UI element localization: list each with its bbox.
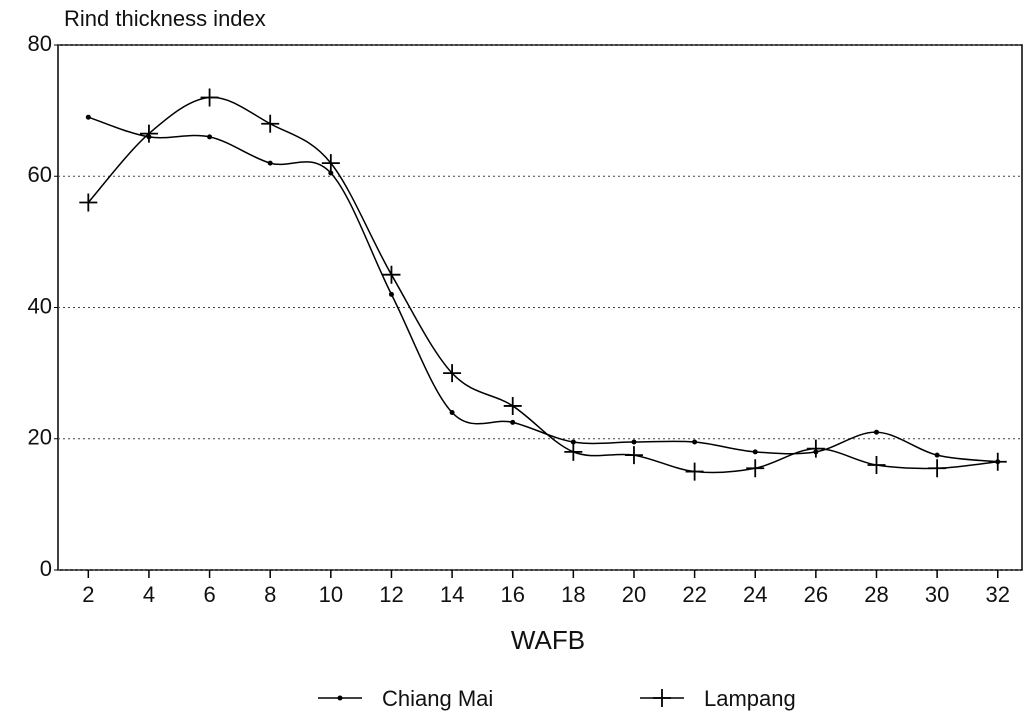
point-marker <box>874 430 879 435</box>
y-tick-label: 20 <box>28 425 52 450</box>
point-marker <box>261 115 279 133</box>
x-axis-title: WAFB <box>511 625 585 655</box>
point-marker <box>746 459 764 477</box>
point-marker <box>201 89 219 107</box>
legend-label: Lampang <box>704 686 796 711</box>
point-marker <box>867 456 885 474</box>
point-marker <box>631 440 636 445</box>
point-marker <box>207 134 212 139</box>
x-tick-label: 16 <box>500 582 524 607</box>
x-tick-label: 32 <box>986 582 1010 607</box>
x-tick-label: 8 <box>264 582 276 607</box>
x-tick-label: 30 <box>925 582 949 607</box>
legend-label: Chiang Mai <box>382 686 493 711</box>
y-axis-title: Rind thickness index <box>64 6 266 31</box>
point-marker <box>625 446 643 464</box>
point-marker <box>504 397 522 415</box>
page: Rind thickness index WAFB 02040608024681… <box>0 0 1029 717</box>
point-marker <box>989 453 1007 471</box>
x-tick-label: 14 <box>440 582 464 607</box>
x-tick-label: 2 <box>82 582 94 607</box>
x-tick-label: 20 <box>622 582 646 607</box>
point-marker <box>935 453 940 458</box>
x-tick-label: 10 <box>319 582 343 607</box>
y-tick-label: 60 <box>28 162 52 187</box>
point-marker <box>564 443 582 461</box>
y-tick-label: 80 <box>28 31 52 56</box>
x-tick-label: 18 <box>561 582 585 607</box>
x-tick-label: 28 <box>864 582 888 607</box>
point-marker <box>86 115 91 120</box>
point-marker <box>753 449 758 454</box>
x-tick-label: 22 <box>682 582 706 607</box>
series-line <box>88 117 997 462</box>
point-marker <box>510 420 515 425</box>
x-tick-label: 26 <box>804 582 828 607</box>
y-tick-label: 40 <box>28 293 52 318</box>
point-marker <box>807 440 825 458</box>
point-marker <box>928 459 946 477</box>
point-marker <box>692 440 697 445</box>
x-tick-label: 24 <box>743 582 767 607</box>
point-marker <box>79 194 97 212</box>
point-marker <box>389 292 394 297</box>
point-marker <box>450 410 455 415</box>
x-tick-label: 12 <box>379 582 403 607</box>
x-tick-label: 6 <box>203 582 215 607</box>
point-marker <box>653 689 671 707</box>
chart: Rind thickness index WAFB 02040608024681… <box>0 0 1029 717</box>
x-tick-label: 4 <box>143 582 155 607</box>
point-marker <box>338 696 343 701</box>
point-marker <box>686 463 704 481</box>
series-line <box>88 97 997 472</box>
y-tick-label: 0 <box>40 556 52 581</box>
point-marker <box>268 161 273 166</box>
